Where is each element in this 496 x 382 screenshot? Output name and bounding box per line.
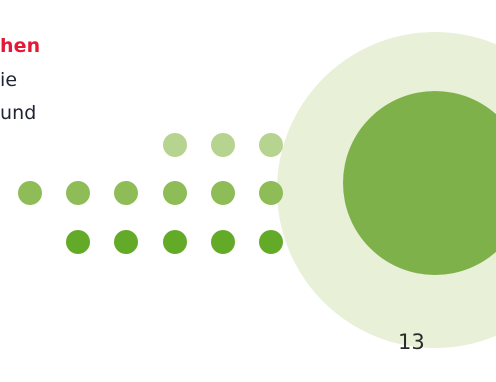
dot-row-1-2 xyxy=(211,133,235,157)
page-number: 13 xyxy=(398,330,425,354)
dot-row-2-2 xyxy=(66,181,90,205)
dot-row-3-1 xyxy=(66,230,90,254)
dot-row-2-6 xyxy=(259,181,283,205)
dot-row-3-5 xyxy=(259,230,283,254)
dot-row-2-5 xyxy=(211,181,235,205)
body-text-fragment-1: ie xyxy=(0,69,18,91)
dot-row-3-2 xyxy=(114,230,138,254)
dot-row-3-3 xyxy=(163,230,187,254)
body-text-fragment-2: und xyxy=(0,102,37,124)
dot-row-2-4 xyxy=(163,181,187,205)
dot-row-2-3 xyxy=(114,181,138,205)
dot-row-1-1 xyxy=(163,133,187,157)
dot-row-1-3 xyxy=(259,133,283,157)
dot-row-2-1 xyxy=(18,181,42,205)
large-green-circle xyxy=(343,91,496,275)
highlight-text-fragment: hen xyxy=(0,35,41,57)
dot-row-3-4 xyxy=(211,230,235,254)
